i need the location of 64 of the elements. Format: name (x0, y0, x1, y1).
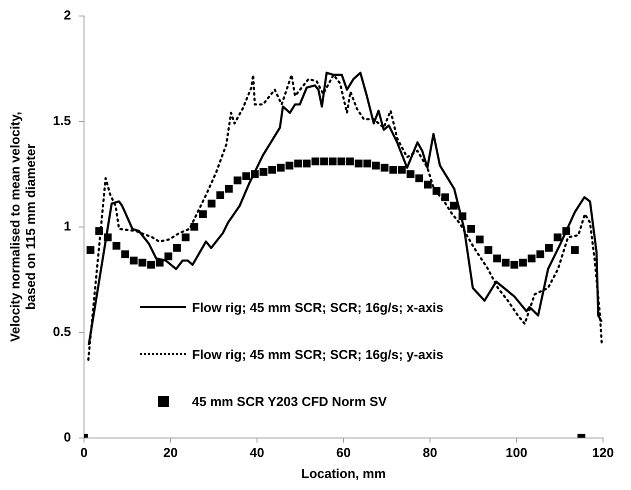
point (208, 200, 216, 208)
x-tick-label: 120 (592, 445, 614, 460)
point (536, 250, 544, 258)
y-tick-label: 0.5 (52, 324, 71, 339)
x-tick-label: 100 (506, 445, 528, 460)
point (406, 170, 414, 178)
x-tick-label: 20 (163, 445, 178, 460)
point (467, 225, 475, 233)
point (476, 236, 484, 244)
point (320, 158, 328, 166)
point (363, 160, 372, 168)
point (415, 174, 424, 182)
point (519, 258, 527, 267)
point (164, 252, 172, 260)
point (312, 158, 320, 166)
point (528, 254, 536, 262)
x-axis-title: Location, mm (301, 466, 386, 481)
point (545, 244, 553, 252)
point (216, 191, 224, 200)
point (484, 246, 492, 254)
y-axis-title: Velocity normalised to mean velocity, based on 115 mm diameter (7, 112, 38, 342)
point (493, 254, 501, 262)
point (268, 166, 276, 174)
point (398, 166, 406, 174)
y-tick-label: 1.5 (52, 112, 71, 128)
point (86, 246, 94, 254)
point (112, 242, 120, 250)
point (372, 162, 380, 170)
point (182, 233, 190, 242)
point (337, 158, 346, 166)
point (502, 258, 510, 267)
point (424, 180, 432, 188)
point (138, 258, 146, 267)
point (346, 158, 354, 166)
point (242, 172, 250, 180)
point (294, 160, 302, 168)
point (130, 256, 138, 264)
point (173, 244, 181, 252)
x-tick-label: 60 (336, 445, 351, 460)
point (354, 160, 363, 168)
point (380, 164, 388, 172)
point (554, 233, 562, 242)
point (286, 162, 294, 170)
legend-label: Flow rig; 45 mm SCR; SCR; 16g/s; x-axis (192, 300, 444, 314)
x-tick-label: 80 (422, 445, 438, 460)
point (510, 260, 518, 269)
x-tick-label: 40 (250, 445, 264, 460)
point (147, 260, 155, 269)
point (276, 164, 285, 172)
point (260, 168, 268, 176)
point (234, 176, 242, 184)
y-tick-label: 0 (64, 429, 71, 444)
point (199, 210, 207, 218)
point (225, 184, 233, 193)
point (302, 160, 311, 168)
legend-label: Flow rig; 45 mm SCR; SCR; 16g/s; y-axis (192, 346, 444, 362)
point (121, 250, 129, 258)
y-tick-label: 1 (64, 218, 71, 234)
point (328, 158, 337, 166)
point (571, 246, 579, 254)
legend-label: 45 mm SCR Y203 CFD Norm SV (192, 394, 387, 408)
y-tick-label: 2 (64, 7, 71, 22)
point (389, 166, 398, 174)
x-tick-label: 0 (80, 445, 88, 460)
